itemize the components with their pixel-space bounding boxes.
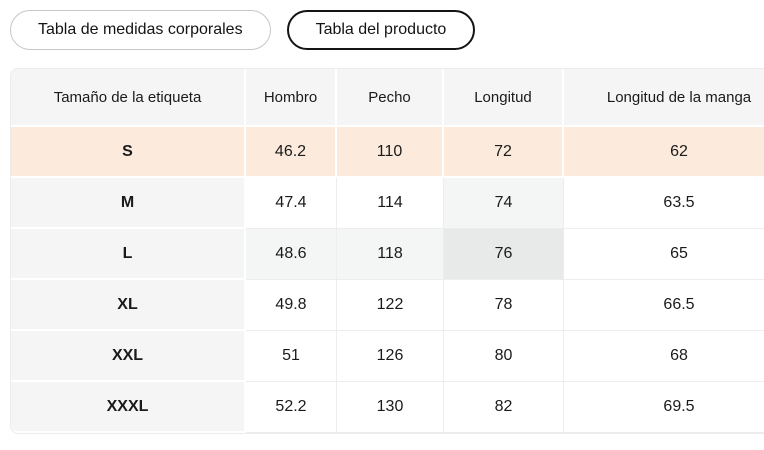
measurement-cell[interactable]: 82 [444,382,564,433]
size-label-cell[interactable]: XL [11,280,246,331]
measurement-cell[interactable]: 118 [337,229,444,280]
measurement-cell[interactable]: 114 [337,178,444,229]
column-header-length: Longitud [444,69,564,127]
tab-body-measurements[interactable]: Tabla de medidas corporales [10,10,271,50]
measurement-cell[interactable]: 78 [444,280,564,331]
measurement-cell[interactable]: 68 [564,331,764,382]
measurement-cell[interactable]: 62 [564,127,764,178]
measurement-cell[interactable]: 69.5 [564,382,764,433]
measurement-cell[interactable]: 49.8 [246,280,337,331]
measurement-cell[interactable]: 65 [564,229,764,280]
column-header-sleeve-length: Longitud de la manga [564,69,764,127]
measurement-cell[interactable]: 48.6 [246,229,337,280]
measurement-cell[interactable]: 80 [444,331,564,382]
size-row-m: M 47.4 114 74 63.5 [11,178,764,229]
size-chart-tabs: Tabla de medidas corporales Tabla del pr… [0,0,764,50]
measurement-cell[interactable]: 63.5 [564,178,764,229]
size-row-xxxl: XXXL 52.2 130 82 69.5 [11,382,764,433]
size-row-s: S 46.2 110 72 62 [11,127,764,178]
measurement-cell[interactable]: 126 [337,331,444,382]
measurement-cell[interactable]: 66.5 [564,280,764,331]
measurement-cell[interactable]: 74 [444,178,564,229]
product-size-table: Tamaño de la etiqueta Hombro Pecho Longi… [11,69,764,433]
header-row: Tamaño de la etiqueta Hombro Pecho Longi… [11,69,764,127]
measurement-cell[interactable]: 110 [337,127,444,178]
size-row-xl: XL 49.8 122 78 66.5 [11,280,764,331]
measurement-cell[interactable]: 51 [246,331,337,382]
column-header-chest: Pecho [337,69,444,127]
measurement-cell[interactable]: 130 [337,382,444,433]
measurement-cell[interactable]: 46.2 [246,127,337,178]
measurement-cell[interactable]: 52.2 [246,382,337,433]
size-row-xxl: XXL 51 126 80 68 [11,331,764,382]
size-label-cell[interactable]: M [11,178,246,229]
size-row-l: L 48.6 118 76 65 [11,229,764,280]
size-label-cell[interactable]: XXL [11,331,246,382]
column-header-label-size: Tamaño de la etiqueta [11,69,246,127]
size-label-cell[interactable]: XXXL [11,382,246,433]
size-label-cell[interactable]: S [11,127,246,178]
size-table-container: Tamaño de la etiqueta Hombro Pecho Longi… [10,68,764,434]
measurement-cell[interactable]: 122 [337,280,444,331]
size-label-cell[interactable]: L [11,229,246,280]
measurement-cell[interactable]: 47.4 [246,178,337,229]
column-header-shoulder: Hombro [246,69,337,127]
measurement-cell-hovered[interactable]: 76 [444,229,564,280]
tab-product-table[interactable]: Tabla del producto [286,10,476,50]
measurement-cell[interactable]: 72 [444,127,564,178]
